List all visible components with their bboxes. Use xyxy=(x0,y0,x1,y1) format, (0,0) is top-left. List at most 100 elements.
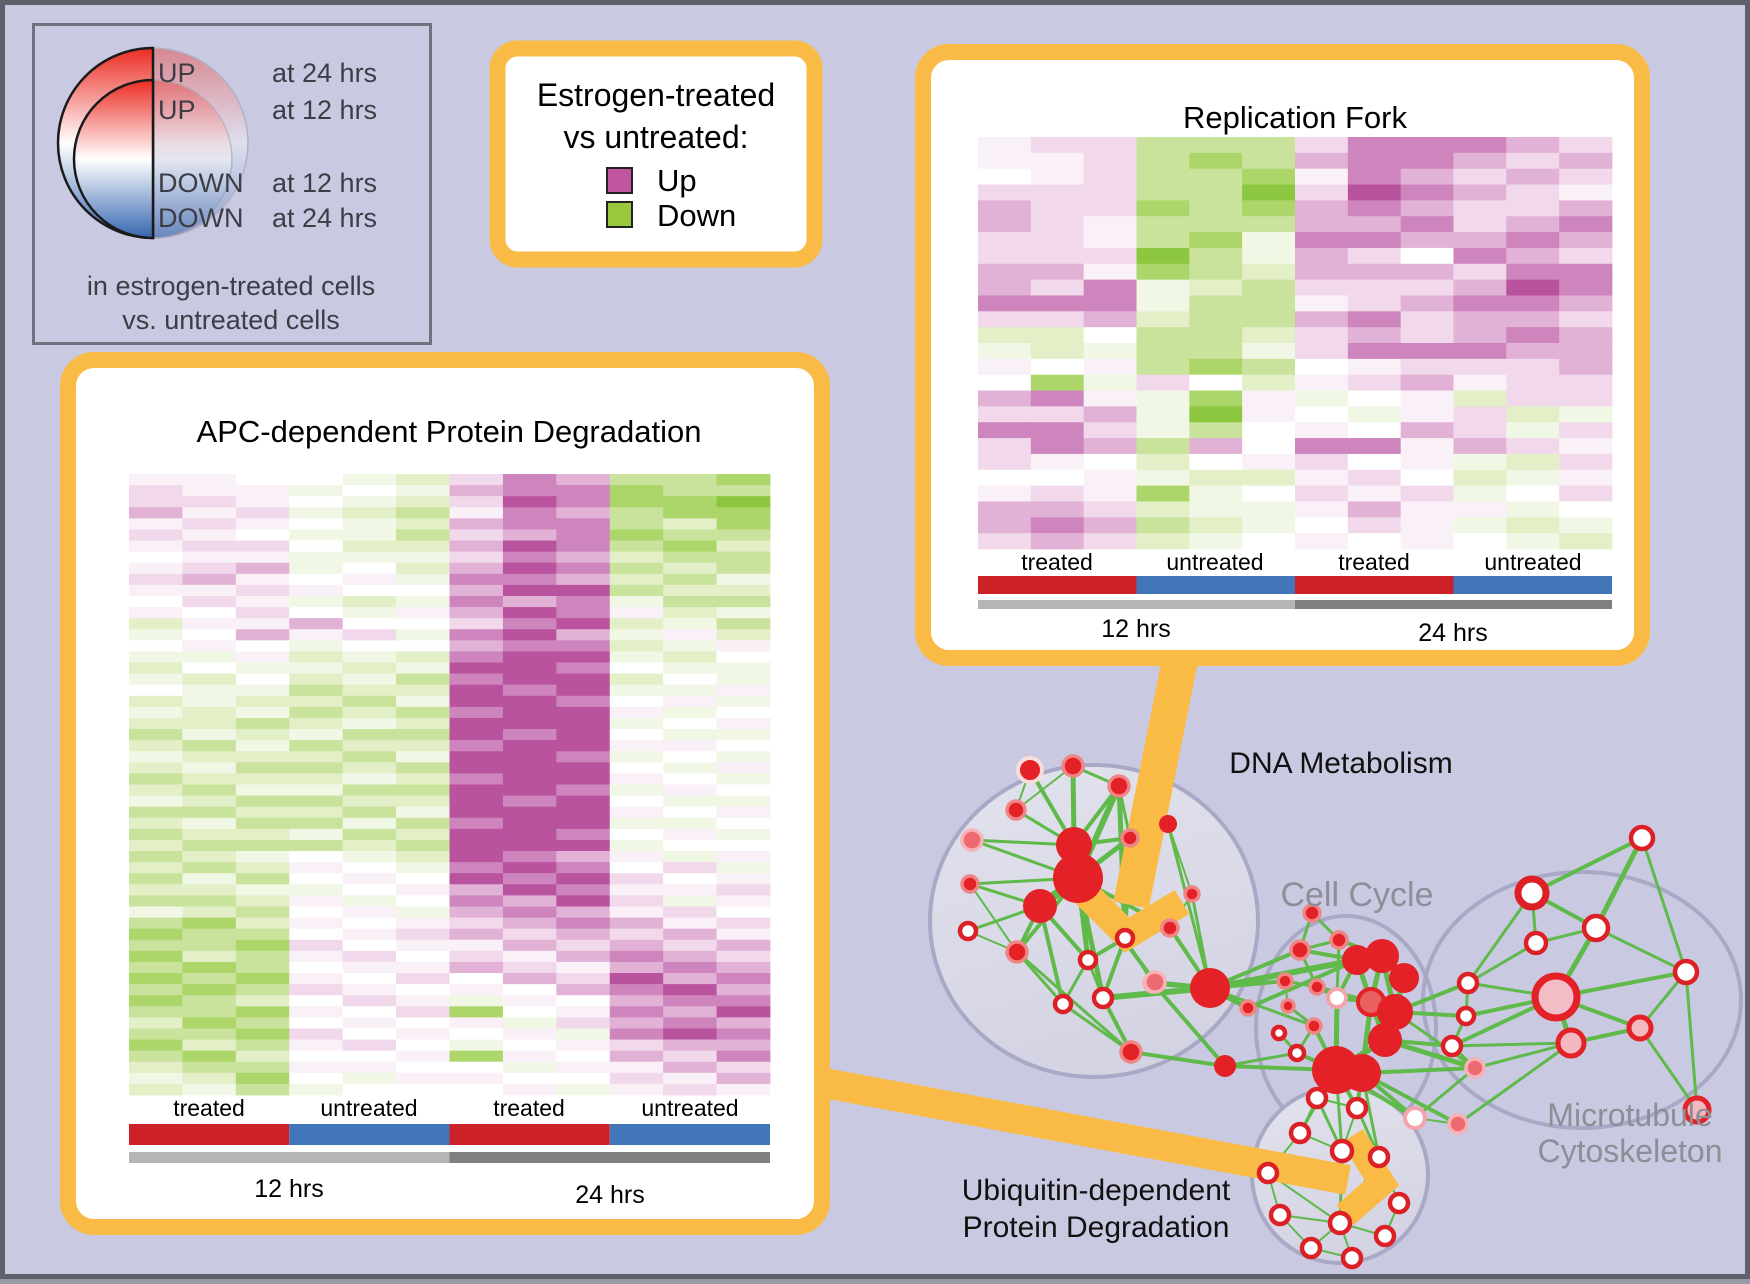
heatmap-cell xyxy=(235,784,290,796)
network-node xyxy=(1440,1034,1464,1058)
callout-arrows xyxy=(821,651,1400,1225)
heatmap-cell xyxy=(1559,438,1613,455)
heatmap-cell xyxy=(556,795,611,808)
replication-fork-panel: Replication Fork treated untreated treat… xyxy=(915,44,1650,666)
heatmap-cell xyxy=(1400,533,1454,550)
heatmap-cell xyxy=(182,507,237,519)
heatmap-cell xyxy=(556,762,611,774)
heatmap-cell xyxy=(502,950,557,963)
heatmap-cell xyxy=(1453,438,1507,455)
heatmap-cell xyxy=(129,1006,183,1018)
heatmap-cell xyxy=(129,773,183,785)
heatmap-cell xyxy=(129,873,183,885)
heatmap-cell xyxy=(1453,232,1507,249)
heatmap-cell xyxy=(1030,152,1085,170)
heatmap-cell xyxy=(716,729,771,741)
cluster-label-microtubule-line1: Microtubule xyxy=(1547,1097,1712,1133)
heatmap-cell xyxy=(502,839,557,852)
treated-bar xyxy=(129,1124,290,1145)
network-node xyxy=(1016,756,1044,784)
heatmap-cell xyxy=(609,961,664,974)
heatmap-cell xyxy=(556,551,611,564)
heatmap-cell xyxy=(1083,247,1137,265)
heatmap-cell xyxy=(342,695,397,708)
heatmap-cell xyxy=(1400,517,1454,534)
heatmap-cell xyxy=(235,961,290,974)
heatmap-cell xyxy=(1295,374,1349,391)
heatmap-cell xyxy=(1506,216,1560,233)
heatmap-cell xyxy=(1453,216,1507,233)
heatmap-cell xyxy=(502,551,557,564)
heatmap-cell xyxy=(129,895,183,907)
heatmap-cell xyxy=(1347,438,1402,455)
heatmap-cell xyxy=(663,651,717,663)
heatmap-cell xyxy=(1030,311,1085,328)
heatmap-cell xyxy=(129,817,183,830)
heatmap-cell xyxy=(502,562,557,575)
heatmap-cell xyxy=(129,1050,183,1063)
rf-group-label-1: treated xyxy=(1021,549,1093,575)
heatmap-cell xyxy=(342,584,397,597)
heatmap-cell xyxy=(235,640,290,652)
heatmap-cell xyxy=(129,629,183,641)
network-node xyxy=(1581,913,1611,943)
heatmap-cell xyxy=(129,806,183,819)
network-node xyxy=(1343,1054,1381,1092)
heatmap-cell xyxy=(716,839,771,852)
heatmap-cell xyxy=(1136,406,1190,423)
heatmap-cell xyxy=(396,939,450,952)
heatmap-cell xyxy=(663,518,717,530)
heatmap-cell xyxy=(1295,453,1349,471)
heatmap-cell xyxy=(609,906,664,918)
heatmap-cell xyxy=(129,684,183,697)
heatmap-cell xyxy=(978,406,1032,423)
heatmap-cell xyxy=(182,906,237,918)
heatmap-cell xyxy=(289,1017,344,1029)
heatmap-cell xyxy=(1189,453,1243,471)
heatmap-cell xyxy=(1559,469,1613,487)
heatmap-cell xyxy=(1559,137,1613,154)
heatmap-cell xyxy=(556,751,611,763)
heatmap-cell xyxy=(396,607,450,619)
down-label: Down xyxy=(657,198,736,233)
heatmap-cell xyxy=(342,629,397,641)
heatmap-cell xyxy=(396,717,450,730)
heatmap-cell xyxy=(663,828,717,841)
heatmap-cell xyxy=(342,1006,397,1018)
heatmap-cell xyxy=(129,762,183,774)
heatmap-cell xyxy=(182,607,237,619)
heatmap-cell xyxy=(1453,247,1507,265)
heatmap-cell xyxy=(1189,374,1243,391)
heatmap-cell xyxy=(449,906,504,918)
heatmap-cell xyxy=(609,950,664,963)
network-edge xyxy=(1531,836,1643,895)
network-node xyxy=(1377,994,1413,1030)
network-node xyxy=(1143,970,1167,994)
heatmap-cell xyxy=(182,1061,237,1074)
heatmap-cell xyxy=(289,895,344,907)
heatmap-cell xyxy=(716,751,771,763)
heatmap-cell xyxy=(716,1083,771,1096)
network-node xyxy=(1190,968,1230,1008)
heatmap-cell xyxy=(289,507,344,519)
heatmap-cell xyxy=(342,729,397,741)
network-node xyxy=(1523,930,1549,956)
heatmap-cell xyxy=(663,684,717,697)
heatmap-cell xyxy=(1559,485,1613,502)
network-node xyxy=(1326,987,1348,1009)
heatmap-cell xyxy=(502,1039,557,1052)
heatmap-cell xyxy=(449,729,504,741)
time-bar-12hrs xyxy=(978,600,1295,609)
heatmap-cell xyxy=(235,474,290,486)
network-node xyxy=(1288,1121,1312,1145)
heatmap-cell xyxy=(1453,152,1507,170)
ring-label-down24-time: at 24 hrs xyxy=(272,203,377,233)
heatmap-cell xyxy=(663,573,717,586)
heatmap-cell xyxy=(978,438,1032,455)
heatmap-cell xyxy=(556,806,611,819)
heatmap-cell xyxy=(342,740,397,752)
heatmap-cell xyxy=(502,496,557,508)
heatmap-cell xyxy=(1295,533,1349,550)
heatmap-cell xyxy=(716,717,771,730)
